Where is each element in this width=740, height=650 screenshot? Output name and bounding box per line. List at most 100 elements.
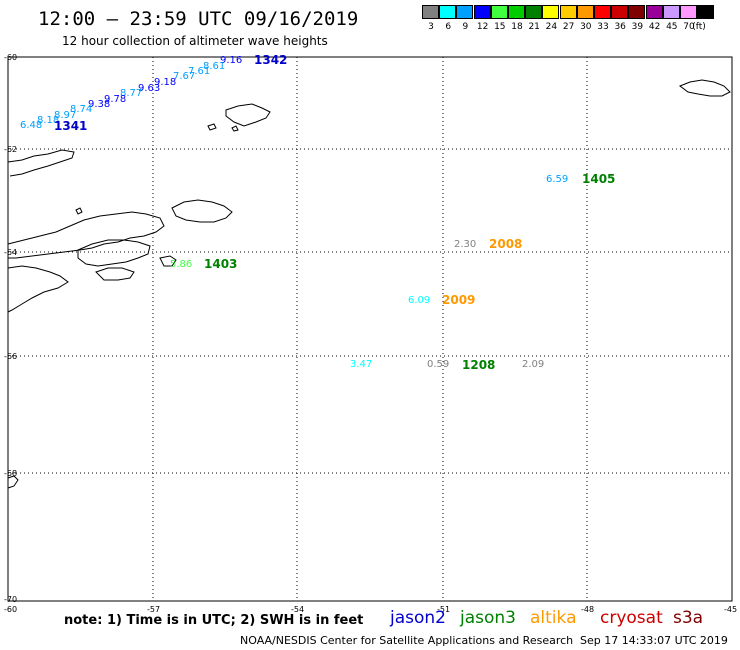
coastline-james-ross — [77, 239, 151, 267]
pass-times: 1342 1341 1405 2008 1403 2009 1208 — [54, 53, 615, 372]
coastline-islet — [75, 207, 83, 215]
lon-label: -60 — [4, 605, 17, 614]
obs-value: 5.86 — [170, 259, 192, 270]
obs-value: 9.38 — [88, 99, 110, 110]
obs-value: 8.18 — [37, 115, 59, 126]
obs-value: 7.61 — [188, 66, 210, 77]
legend-tick-label: 6 — [445, 22, 452, 32]
legend-swatch — [508, 5, 525, 19]
legend-tick-label: 45 — [666, 22, 678, 32]
legend-tick-label: 24 — [545, 22, 558, 32]
legend-swatch — [456, 5, 474, 19]
legend-swatch — [422, 5, 439, 19]
pass-time-label: 1405 — [582, 172, 615, 186]
lat-label: -70 — [4, 595, 17, 604]
coastline-joinville — [171, 199, 233, 223]
legend-swatch — [645, 5, 663, 19]
lat-label: -62 — [4, 145, 17, 154]
obs-value: 9.78 — [104, 94, 126, 105]
legend-tick-label: 70 — [683, 22, 695, 32]
legend-swatch — [697, 5, 715, 19]
lat-label: -64 — [4, 248, 17, 257]
coastline-south-orkney — [678, 79, 731, 97]
lon-label: -51 — [437, 605, 450, 614]
satellite-jason3-label: jason3 — [460, 608, 516, 628]
pass-time-label: 1403 — [204, 257, 237, 271]
pass-time-label: 1342 — [254, 53, 287, 67]
graticule — [8, 57, 732, 601]
obs-value: 9.18 — [154, 77, 176, 88]
pass-time-label: 2009 — [442, 293, 475, 307]
obs-value: 6.59 — [546, 174, 568, 185]
obs-value: 0.59 — [427, 359, 449, 370]
satellite-jason2-label: jason2 — [390, 608, 446, 628]
page-subtitle: 12 hour collection of altimeter wave hei… — [62, 34, 328, 48]
latitude-labels: -60 -62 -64 -66 -68 -70 — [4, 53, 17, 604]
coastline-small-island — [207, 123, 217, 131]
lat-label: -66 — [4, 352, 17, 361]
obs-value: 2.30 — [454, 239, 476, 250]
satellite-altika-label: altika — [530, 608, 577, 628]
legend-unit: (ft) — [692, 22, 706, 32]
page-title: 12:00 – 23:59 UTC 09/16/2019 — [38, 8, 359, 30]
legend-tick-label: 33 — [597, 22, 609, 32]
legend-tick-label: 12 — [476, 22, 489, 32]
legend-swatch — [576, 5, 594, 19]
obs-value: 6.48 — [20, 120, 42, 131]
lon-label: -54 — [291, 605, 304, 614]
pass-time-label: 1208 — [462, 358, 495, 372]
satellite-cryosat-label: cryosat — [600, 608, 663, 628]
obs-value: 3.47 — [350, 359, 372, 370]
legend-tick-label: 21 — [528, 22, 540, 32]
lon-label: -45 — [724, 605, 737, 614]
obs-value: 8.77 — [120, 88, 142, 99]
coastline-peninsula-tip — [7, 211, 165, 259]
obs-value: 6.09 — [408, 295, 430, 306]
legend-tick-label: 39 — [631, 22, 644, 32]
coastline-snow-hill — [95, 267, 135, 281]
obs-value: 7.67 — [173, 71, 195, 82]
coastline-edge-bottom — [7, 475, 19, 489]
lon-label: -57 — [147, 605, 160, 614]
coastline-peninsula-north — [7, 149, 75, 177]
footer-note: note: 1) Time is in UTC; 2) SWH is in fe… — [64, 613, 364, 628]
legend-tick-label: 15 — [494, 22, 506, 32]
legend-tick-label: 9 — [462, 22, 469, 32]
pass-time-label: 2008 — [489, 237, 522, 251]
legend-tick-label: 30 — [580, 22, 592, 32]
legend-swatch — [473, 5, 491, 19]
legend-tick-label: 3 — [428, 22, 434, 32]
obs-value: 9.16 — [220, 55, 242, 66]
pass-time-label: 1341 — [54, 119, 87, 133]
credit-line: NOAA/NESDIS Center for Satellite Applica… — [240, 634, 574, 647]
coastlines — [7, 79, 731, 489]
legend-swatch — [628, 5, 646, 19]
coastline-east-shelf — [7, 265, 69, 313]
legend-tick-label: 36 — [614, 22, 626, 32]
obs-value: 8.61 — [203, 61, 225, 72]
legend-swatch — [542, 5, 560, 19]
satellite-s3a-label: s3a — [673, 608, 704, 628]
obs-value: 9.63 — [138, 83, 160, 94]
legend-tick-label: 18 — [511, 22, 523, 32]
legend-tick-label: 27 — [562, 22, 575, 32]
legend-swatch — [611, 5, 629, 19]
obs-value: 2.09 — [522, 359, 544, 370]
longitude-labels: -60 -57 -54 -51 -48 -45 — [4, 605, 737, 614]
legend-swatch — [559, 5, 577, 19]
coastline-south-shetland — [225, 103, 271, 127]
legend-tick-label: 42 — [648, 22, 661, 32]
lat-label: -68 — [4, 469, 17, 478]
observations: 9.16 8.61 7.61 7.67 9.18 9.63 8.77 9.78 … — [20, 55, 568, 370]
legend-swatch — [680, 5, 697, 19]
obs-value: 8.74 — [70, 104, 92, 115]
map-frame — [7, 56, 733, 602]
lon-label: -48 — [581, 605, 594, 614]
legend-swatch — [662, 5, 680, 19]
lat-label: -60 — [4, 53, 17, 62]
obs-value: 8.97 — [54, 110, 76, 121]
legend-swatch — [490, 5, 508, 19]
coastline-seymour — [159, 255, 177, 267]
legend-swatch — [525, 5, 543, 19]
